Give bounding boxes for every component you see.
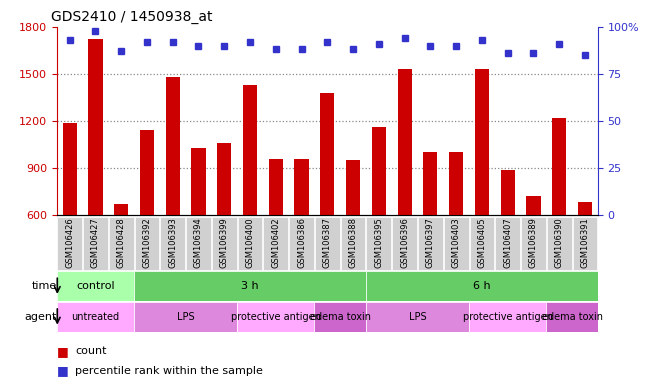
- Bar: [424, 152, 438, 215]
- Text: count: count: [75, 346, 107, 356]
- Text: time: time: [31, 281, 57, 291]
- FancyBboxPatch shape: [289, 217, 314, 270]
- FancyBboxPatch shape: [134, 217, 160, 270]
- Text: GSM106400: GSM106400: [246, 218, 255, 268]
- FancyBboxPatch shape: [134, 271, 366, 301]
- Text: GSM106389: GSM106389: [529, 217, 538, 268]
- Text: agent: agent: [25, 312, 57, 322]
- Text: GSM106390: GSM106390: [554, 217, 564, 268]
- FancyBboxPatch shape: [263, 217, 288, 270]
- Bar: [526, 196, 540, 215]
- FancyBboxPatch shape: [212, 217, 236, 270]
- Bar: [217, 143, 231, 215]
- Text: control: control: [76, 281, 115, 291]
- Bar: [475, 69, 489, 215]
- FancyBboxPatch shape: [572, 217, 597, 270]
- Text: GSM106403: GSM106403: [452, 217, 461, 268]
- Text: GSM106396: GSM106396: [400, 217, 409, 268]
- FancyBboxPatch shape: [546, 302, 598, 331]
- Text: edema toxin: edema toxin: [310, 312, 371, 322]
- Bar: [552, 118, 566, 215]
- FancyBboxPatch shape: [134, 302, 237, 331]
- Text: protective antigen: protective antigen: [463, 312, 552, 322]
- Text: LPS: LPS: [177, 312, 194, 322]
- Text: GSM106405: GSM106405: [478, 218, 486, 268]
- Text: ■: ■: [57, 345, 69, 358]
- Bar: [372, 127, 386, 215]
- FancyBboxPatch shape: [186, 217, 211, 270]
- FancyBboxPatch shape: [470, 217, 494, 270]
- FancyBboxPatch shape: [315, 302, 366, 331]
- Text: protective antigen: protective antigen: [231, 312, 321, 322]
- Text: 3 h: 3 h: [241, 281, 259, 291]
- Bar: [320, 93, 335, 215]
- Bar: [63, 123, 77, 215]
- Text: LPS: LPS: [409, 312, 426, 322]
- FancyBboxPatch shape: [367, 217, 391, 270]
- FancyBboxPatch shape: [495, 217, 520, 270]
- Bar: [166, 77, 180, 215]
- Bar: [346, 160, 360, 215]
- FancyBboxPatch shape: [83, 217, 108, 270]
- Bar: [397, 69, 411, 215]
- Bar: [192, 147, 206, 215]
- Text: edema toxin: edema toxin: [542, 312, 603, 322]
- Text: GSM106386: GSM106386: [297, 217, 306, 268]
- Text: GSM106394: GSM106394: [194, 217, 203, 268]
- Text: GSM106387: GSM106387: [323, 217, 332, 268]
- FancyBboxPatch shape: [57, 302, 134, 331]
- FancyBboxPatch shape: [315, 217, 340, 270]
- Bar: [500, 170, 515, 215]
- Text: GSM106428: GSM106428: [117, 217, 126, 268]
- FancyBboxPatch shape: [57, 217, 82, 270]
- FancyBboxPatch shape: [521, 217, 546, 270]
- FancyBboxPatch shape: [547, 217, 572, 270]
- Text: ■: ■: [57, 364, 69, 377]
- Text: GSM106399: GSM106399: [220, 217, 228, 268]
- Text: GSM106407: GSM106407: [503, 217, 512, 268]
- Text: GDS2410 / 1450938_at: GDS2410 / 1450938_at: [51, 10, 213, 25]
- FancyBboxPatch shape: [109, 217, 134, 270]
- Text: GSM106426: GSM106426: [65, 217, 74, 268]
- Bar: [243, 85, 257, 215]
- FancyBboxPatch shape: [238, 217, 263, 270]
- FancyBboxPatch shape: [392, 217, 417, 270]
- Text: GSM106391: GSM106391: [580, 217, 589, 268]
- FancyBboxPatch shape: [366, 302, 469, 331]
- Text: GSM106397: GSM106397: [426, 217, 435, 268]
- Text: 6 h: 6 h: [473, 281, 491, 291]
- Text: GSM106402: GSM106402: [271, 218, 281, 268]
- FancyBboxPatch shape: [237, 302, 315, 331]
- Bar: [449, 152, 463, 215]
- FancyBboxPatch shape: [366, 271, 598, 301]
- Text: GSM106392: GSM106392: [142, 217, 152, 268]
- Text: untreated: untreated: [71, 312, 120, 322]
- FancyBboxPatch shape: [341, 217, 365, 270]
- FancyBboxPatch shape: [57, 271, 134, 301]
- Bar: [140, 131, 154, 215]
- Text: percentile rank within the sample: percentile rank within the sample: [75, 366, 263, 376]
- FancyBboxPatch shape: [418, 217, 443, 270]
- Bar: [295, 159, 309, 215]
- Bar: [114, 204, 128, 215]
- FancyBboxPatch shape: [444, 217, 468, 270]
- Text: GSM106427: GSM106427: [91, 217, 100, 268]
- FancyBboxPatch shape: [469, 302, 546, 331]
- Text: GSM106393: GSM106393: [168, 217, 177, 268]
- Bar: [578, 202, 592, 215]
- Text: GSM106388: GSM106388: [349, 217, 357, 268]
- Bar: [269, 159, 283, 215]
- Bar: [88, 40, 102, 215]
- FancyBboxPatch shape: [160, 217, 185, 270]
- Text: GSM106395: GSM106395: [374, 217, 383, 268]
